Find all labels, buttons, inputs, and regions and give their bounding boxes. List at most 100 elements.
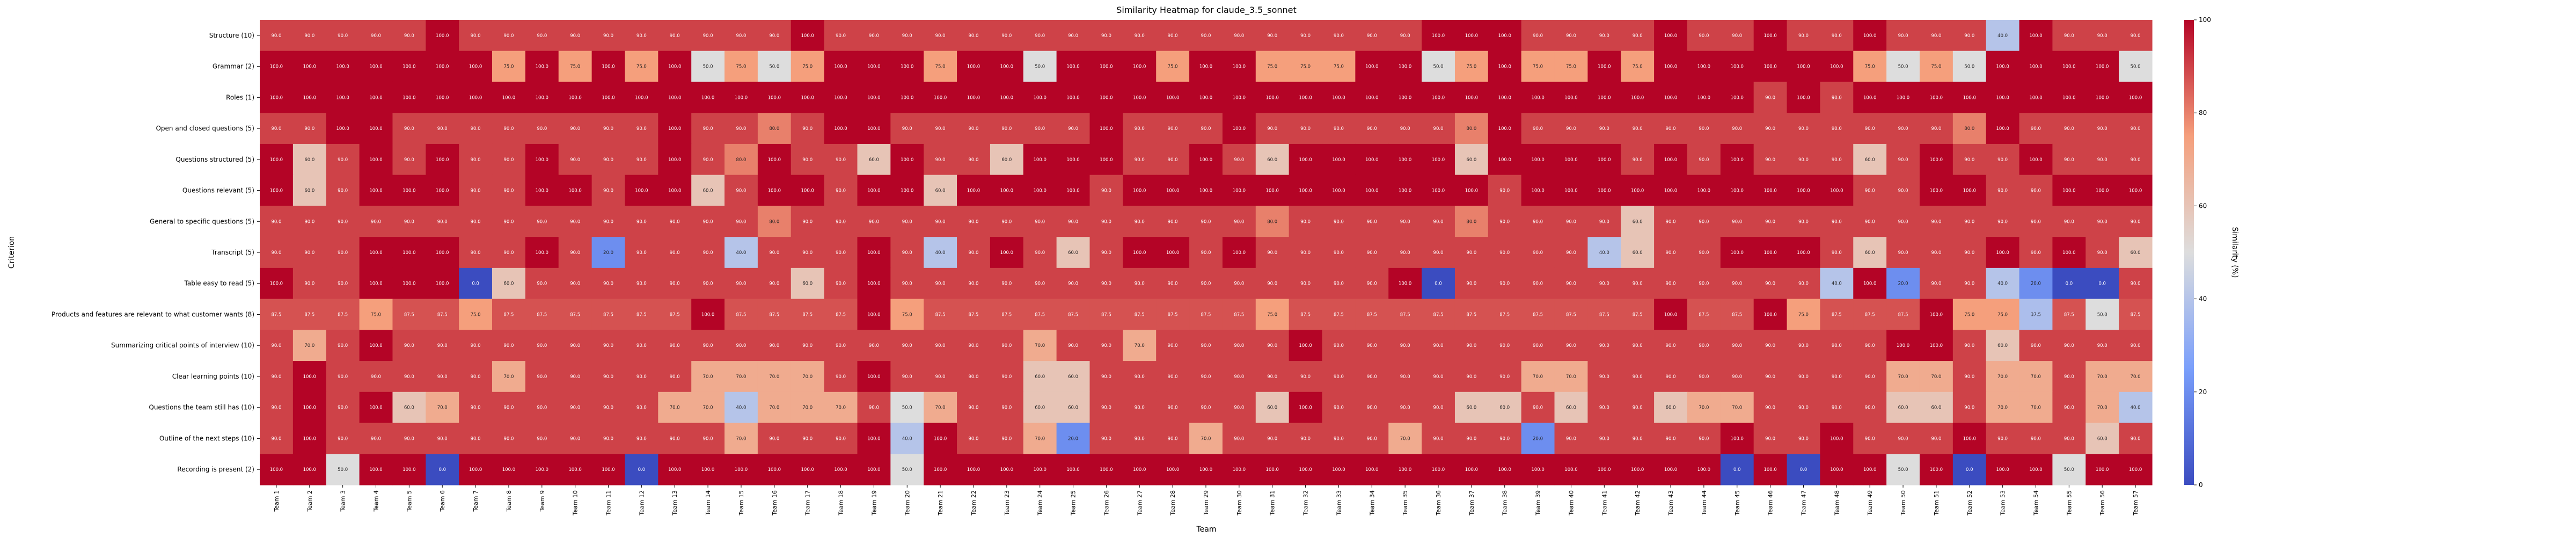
heatmap-cell (1521, 391, 1555, 424)
heatmap-cell (2052, 423, 2086, 454)
cell-value-label: 90.0 (603, 188, 613, 194)
cell-value-label: 100.0 (934, 467, 947, 473)
cell-value-label: 70.0 (769, 374, 779, 380)
heatmap-cell (691, 330, 725, 361)
heatmap-cell (1820, 237, 1854, 268)
cell-value-label: 100.0 (1598, 467, 1611, 473)
heatmap-cell (625, 175, 658, 206)
cell-value-label: 90.0 (1898, 188, 1908, 194)
heatmap-cell (591, 330, 626, 361)
heatmap-cell (1056, 237, 1091, 268)
cell-value-label: 75.0 (1267, 312, 1277, 317)
cell-value-label: 100.0 (536, 250, 548, 256)
heatmap-cell (691, 361, 725, 393)
cell-value-label: 90.0 (1068, 33, 1078, 39)
column-label: Team 51 (1933, 490, 1940, 516)
heatmap-cell (459, 50, 493, 83)
heatmap-cell (1853, 143, 1887, 176)
heatmap-cell (1089, 82, 1123, 113)
colorbar (2184, 20, 2194, 485)
column-label: Team 46 (1767, 490, 1774, 516)
heatmap-cell (691, 206, 725, 237)
column-label: Team 57 (2132, 490, 2139, 516)
heatmap-cell (1388, 299, 1422, 330)
cell-value-label: 90.0 (1400, 126, 1410, 132)
heatmap-cell (2085, 175, 2119, 206)
colorbar-tick-label: 0 (2199, 481, 2203, 489)
heatmap-cell (492, 50, 526, 83)
heatmap-cell (625, 361, 658, 393)
heatmap-cell (1587, 299, 1621, 330)
cell-value-label: 90.0 (271, 374, 281, 380)
cell-value-label: 87.5 (1433, 312, 1444, 317)
cell-value-label: 90.0 (1997, 188, 2008, 194)
heatmap-cell (1222, 299, 1256, 330)
cell-value-label: 90.0 (1865, 219, 1875, 224)
cell-value-label: 100.0 (303, 64, 316, 70)
cell-value-label: 90.0 (703, 250, 713, 256)
heatmap-cell (757, 143, 792, 176)
heatmap-cell (990, 330, 1024, 361)
heatmap-cell (392, 237, 426, 268)
heatmap-cell (1189, 454, 1223, 485)
heatmap-cell (558, 113, 592, 144)
heatmap-cell (1056, 175, 1091, 206)
heatmap-cell (426, 454, 459, 485)
heatmap-cell (1355, 454, 1389, 485)
cell-value-label: 90.0 (969, 281, 979, 287)
row-label: Summarizing critical points of interview… (111, 342, 254, 349)
cell-value-label: 50.0 (769, 64, 779, 70)
heatmap-cell (1488, 267, 1522, 300)
heatmap-cell (1853, 175, 1887, 206)
cell-value-label: 90.0 (1566, 219, 1576, 224)
cell-value-label: 90.0 (1499, 188, 1510, 194)
heatmap-cell (558, 237, 592, 268)
heatmap-cell (1753, 50, 1788, 83)
cell-value-label: 90.0 (1001, 281, 1012, 287)
heatmap-cell (625, 391, 658, 424)
heatmap-cell (426, 361, 459, 393)
cell-value-label: 100.0 (867, 250, 880, 256)
cell-value-label: 100.0 (701, 467, 714, 473)
heatmap-cell (691, 50, 725, 83)
heatmap-cell (1222, 267, 1256, 300)
cell-value-label: 90.0 (836, 374, 846, 380)
heatmap-cell (1919, 423, 1953, 454)
cell-value-label: 90.0 (2097, 126, 2107, 132)
heatmap-cell (890, 50, 924, 83)
cell-value-label: 90.0 (1135, 126, 1145, 132)
heatmap-cell (1621, 391, 1655, 424)
cell-value-label: 100.0 (668, 64, 681, 70)
cell-value-label: 90.0 (1201, 405, 1211, 411)
cell-value-label: 90.0 (1533, 126, 1543, 132)
cell-value-label: 70.0 (1931, 374, 1941, 380)
cell-value-label: 100.0 (1697, 467, 1710, 473)
heatmap-cell (691, 267, 725, 300)
cell-value-label: 87.5 (338, 312, 348, 317)
heatmap-cell (1056, 206, 1091, 237)
cell-value-label: 90.0 (935, 157, 946, 163)
heatmap-cell (1521, 206, 1555, 237)
heatmap-cell (492, 330, 526, 361)
heatmap-cell (492, 361, 526, 393)
heatmap-cell (1554, 143, 1588, 176)
heatmap-cell (1720, 237, 1754, 268)
heatmap-cell (1886, 267, 1920, 300)
heatmap-cell (459, 454, 493, 485)
column-label: Team 23 (1004, 490, 1011, 516)
cell-value-label: 100.0 (1432, 188, 1445, 194)
cell-value-label: 100.0 (1000, 64, 1013, 70)
heatmap-cell (625, 454, 658, 485)
cell-value-label: 70.0 (1997, 405, 2008, 411)
heatmap-cell (1454, 82, 1489, 113)
heatmap-cell (824, 391, 858, 424)
cell-value-label: 90.0 (1732, 343, 1742, 349)
cell-value-label: 90.0 (404, 374, 414, 380)
heatmap-cell (1089, 267, 1123, 300)
row-label: Questions the team still has (10) (149, 404, 254, 411)
cell-value-label: 90.0 (1400, 405, 1410, 411)
cell-value-label: 90.0 (471, 126, 481, 132)
cell-value-label: 100.0 (568, 188, 581, 194)
cell-value-label: 90.0 (1367, 250, 1377, 256)
heatmap-cell (1023, 454, 1057, 485)
